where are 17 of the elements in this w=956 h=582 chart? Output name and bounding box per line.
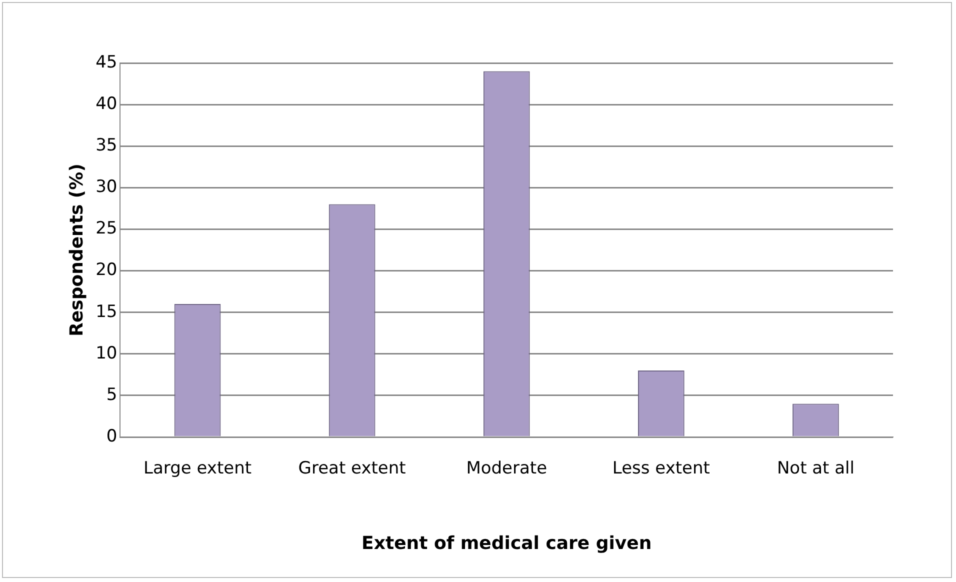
y-tick-label: 0 — [106, 426, 118, 446]
y-tick-label: 10 — [96, 343, 118, 364]
y-tick-label: 5 — [106, 384, 118, 405]
y-tick-label: 20 — [96, 260, 118, 280]
y-tick-label: 30 — [96, 177, 118, 198]
x-tick-label: Large extent — [143, 458, 252, 479]
y-tick-label: 45 — [96, 52, 118, 72]
y-tick-label: 15 — [96, 302, 118, 322]
y-tick-label: 25 — [96, 218, 118, 239]
y-axis-title: Respondents (%) — [66, 164, 88, 336]
x-axis-title: Extent of medical care given — [362, 532, 652, 554]
x-tick-label: Less extent — [612, 458, 710, 479]
x-tick-label: Great extent — [298, 458, 406, 479]
y-tick-label: 40 — [96, 94, 118, 114]
x-tick-label: Moderate — [466, 458, 548, 479]
x-tick-label: Not at all — [776, 458, 854, 479]
y-tick-label: 35 — [96, 136, 118, 156]
